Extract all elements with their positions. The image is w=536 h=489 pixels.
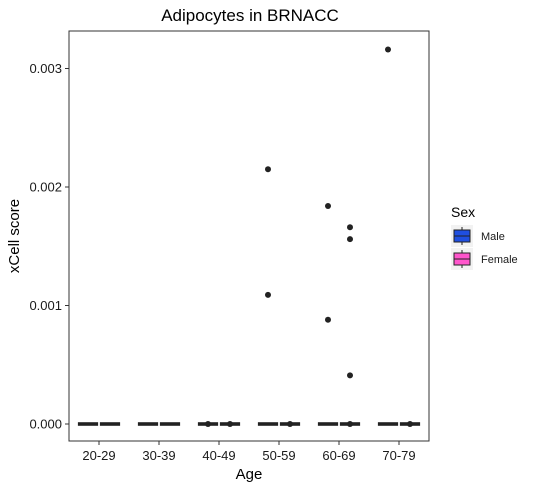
outlier-point [287, 421, 293, 427]
outlier-point [325, 202, 331, 209]
plot-panel [68, 30, 430, 442]
legend-title: Sex [451, 204, 475, 220]
legend-item-female: Female [451, 248, 518, 270]
legend-label-female: Female [481, 254, 518, 266]
outlier-point [227, 421, 233, 427]
legend: Sex Male Female [451, 204, 518, 270]
outlier-point [347, 236, 353, 243]
outlier-point [325, 316, 331, 323]
y-tick-label: 0.000 [29, 417, 62, 432]
outlier-point [347, 421, 353, 427]
outlier-point [265, 291, 271, 298]
x-tick-label: 20-29 [82, 448, 115, 463]
outlier-point [265, 166, 271, 173]
y-tick-label: 0.001 [29, 298, 62, 313]
outlier-point [205, 421, 211, 427]
x-axis-title: Age [236, 466, 263, 483]
y-tick-label: 0.003 [29, 61, 62, 76]
legend-item-male: Male [451, 225, 505, 247]
x-axis: 20-29 30-39 40-49 50-59 60-69 70-79 [82, 441, 416, 463]
y-tick-label: 0.002 [29, 180, 62, 195]
plot-marks [77, 46, 421, 427]
y-axis-title: xCell score [6, 199, 23, 273]
x-tick-label: 70-79 [382, 448, 415, 463]
x-tick-label: 60-69 [322, 448, 355, 463]
x-tick-label: 40-49 [202, 448, 235, 463]
outlier-point [347, 224, 353, 231]
outlier-point [407, 421, 413, 427]
x-tick-label: 50-59 [262, 448, 295, 463]
chart-title: Adipocytes in BRNACC [161, 6, 339, 25]
y-axis: 0.000 0.001 0.002 0.003 [29, 61, 69, 432]
outlier-point [347, 372, 353, 379]
x-tick-label: 30-39 [142, 448, 175, 463]
legend-label-male: Male [481, 231, 505, 243]
outlier-point [385, 46, 391, 53]
